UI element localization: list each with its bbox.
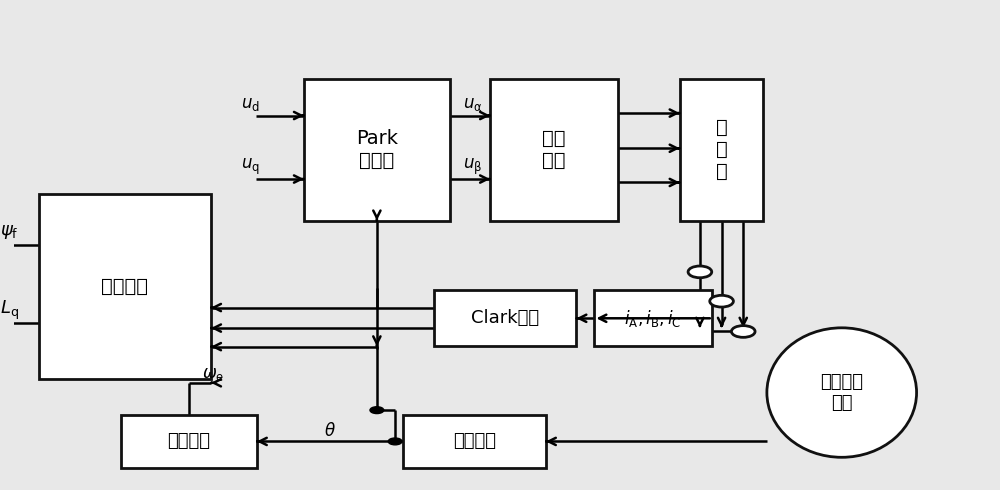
FancyBboxPatch shape — [680, 79, 763, 220]
Text: 参数辨识: 参数辨识 — [101, 277, 148, 296]
Text: $\psi_{\rm f}$: $\psi_{\rm f}$ — [0, 223, 18, 241]
Text: Clark变换: Clark变换 — [471, 309, 539, 327]
Text: $i_{\rm A},i_{\rm B},i_{\rm C}$: $i_{\rm A},i_{\rm B},i_{\rm C}$ — [624, 308, 681, 329]
FancyBboxPatch shape — [403, 415, 546, 468]
Text: 永磁同步
电机: 永磁同步 电机 — [820, 373, 863, 412]
Text: 位置检测: 位置检测 — [453, 432, 496, 450]
Text: $L_{\rm q}$: $L_{\rm q}$ — [0, 299, 19, 322]
Text: $\omega_{\rm e}$: $\omega_{\rm e}$ — [202, 366, 224, 384]
Circle shape — [731, 326, 755, 337]
Text: $u_{\rm \alpha}$: $u_{\rm \alpha}$ — [463, 95, 482, 113]
FancyBboxPatch shape — [594, 290, 712, 346]
Circle shape — [388, 438, 402, 445]
Circle shape — [688, 266, 712, 278]
Circle shape — [710, 295, 733, 307]
Ellipse shape — [767, 328, 917, 457]
Text: Park
反变换: Park 反变换 — [356, 129, 398, 170]
Text: $\theta$: $\theta$ — [324, 422, 336, 440]
FancyBboxPatch shape — [490, 79, 618, 220]
Circle shape — [370, 407, 384, 414]
FancyBboxPatch shape — [39, 194, 211, 379]
FancyBboxPatch shape — [434, 290, 576, 346]
FancyBboxPatch shape — [121, 415, 257, 468]
Text: 逆
变
器: 逆 变 器 — [716, 118, 727, 181]
Text: 速度计算: 速度计算 — [167, 432, 210, 450]
Text: $u_{\rm d}$: $u_{\rm d}$ — [241, 95, 260, 113]
FancyBboxPatch shape — [304, 79, 450, 220]
Text: $u_{\rm q}$: $u_{\rm q}$ — [241, 157, 260, 177]
Text: $u_{\rm \beta}$: $u_{\rm \beta}$ — [463, 157, 482, 177]
Text: 矢量
调制: 矢量 调制 — [542, 129, 566, 170]
